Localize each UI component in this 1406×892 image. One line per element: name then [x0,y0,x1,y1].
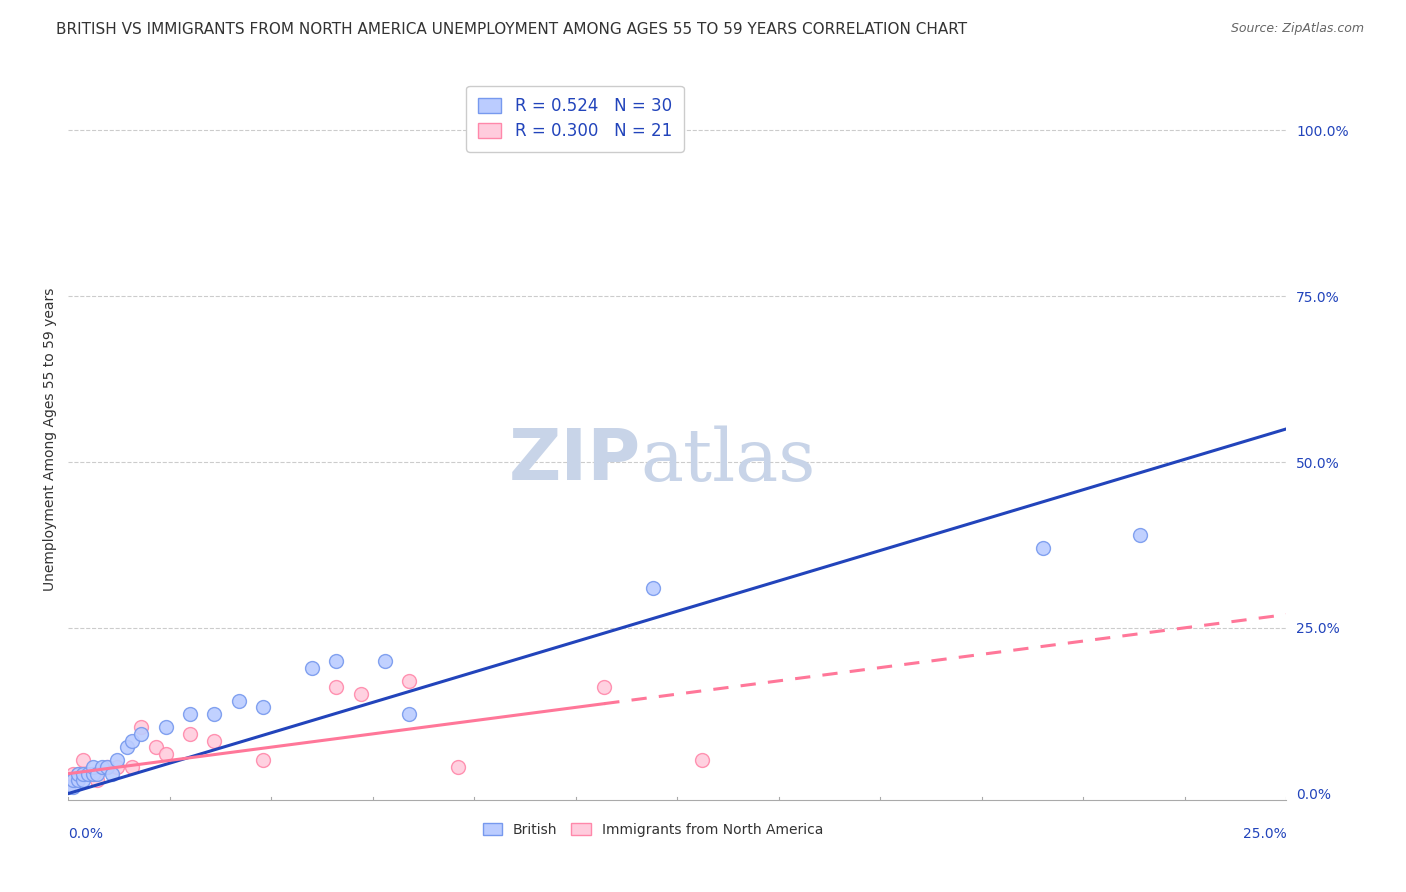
Point [155,747,177,761]
Point [1032,541,1054,556]
Point [82,760,104,774]
Point [121,760,143,774]
Point [349,687,371,701]
Point [398,673,420,688]
Point [252,753,274,767]
Point [72,773,94,788]
Point [374,654,396,668]
Point [204,733,226,747]
Point [76,766,98,780]
Legend: British, Immigrants from North America: British, Immigrants from North America [475,816,831,844]
Point [131,727,153,741]
Point [62,766,84,780]
Point [690,753,713,767]
Point [66,773,89,788]
Point [641,581,664,595]
Point [325,654,347,668]
Point [82,766,104,780]
Point [82,766,104,780]
Point [145,740,167,755]
Point [58,780,80,794]
Point [179,706,201,721]
Point [101,766,124,780]
Text: Source: ZipAtlas.com: Source: ZipAtlas.com [1230,22,1364,36]
Point [1129,528,1152,542]
Point [105,760,128,774]
Text: 25.0%: 25.0% [1243,827,1286,840]
Text: BRITISH VS IMMIGRANTS FROM NORTH AMERICA UNEMPLOYMENT AMONG AGES 55 TO 59 YEARS : BRITISH VS IMMIGRANTS FROM NORTH AMERICA… [56,22,967,37]
Point [398,706,420,721]
Text: ZIP: ZIP [509,426,641,495]
Point [66,766,89,780]
Point [86,766,108,780]
Point [301,660,323,674]
Point [121,733,143,747]
Point [447,760,470,774]
Point [593,681,616,695]
Text: atlas: atlas [641,425,815,496]
Point [179,727,201,741]
Point [58,773,80,788]
Point [72,753,94,767]
Point [131,720,153,734]
Point [66,766,89,780]
Point [252,700,274,714]
Point [155,720,177,734]
Point [96,760,118,774]
Point [62,773,84,788]
Point [62,780,84,794]
Text: 0.0%: 0.0% [69,827,103,840]
Y-axis label: Unemployment Among Ages 55 to 59 years: Unemployment Among Ages 55 to 59 years [44,287,58,591]
Point [91,760,114,774]
Point [325,681,347,695]
Point [86,773,108,788]
Point [115,740,138,755]
Point [96,760,118,774]
Point [105,753,128,767]
Point [228,694,250,708]
Point [204,706,226,721]
Point [72,766,94,780]
